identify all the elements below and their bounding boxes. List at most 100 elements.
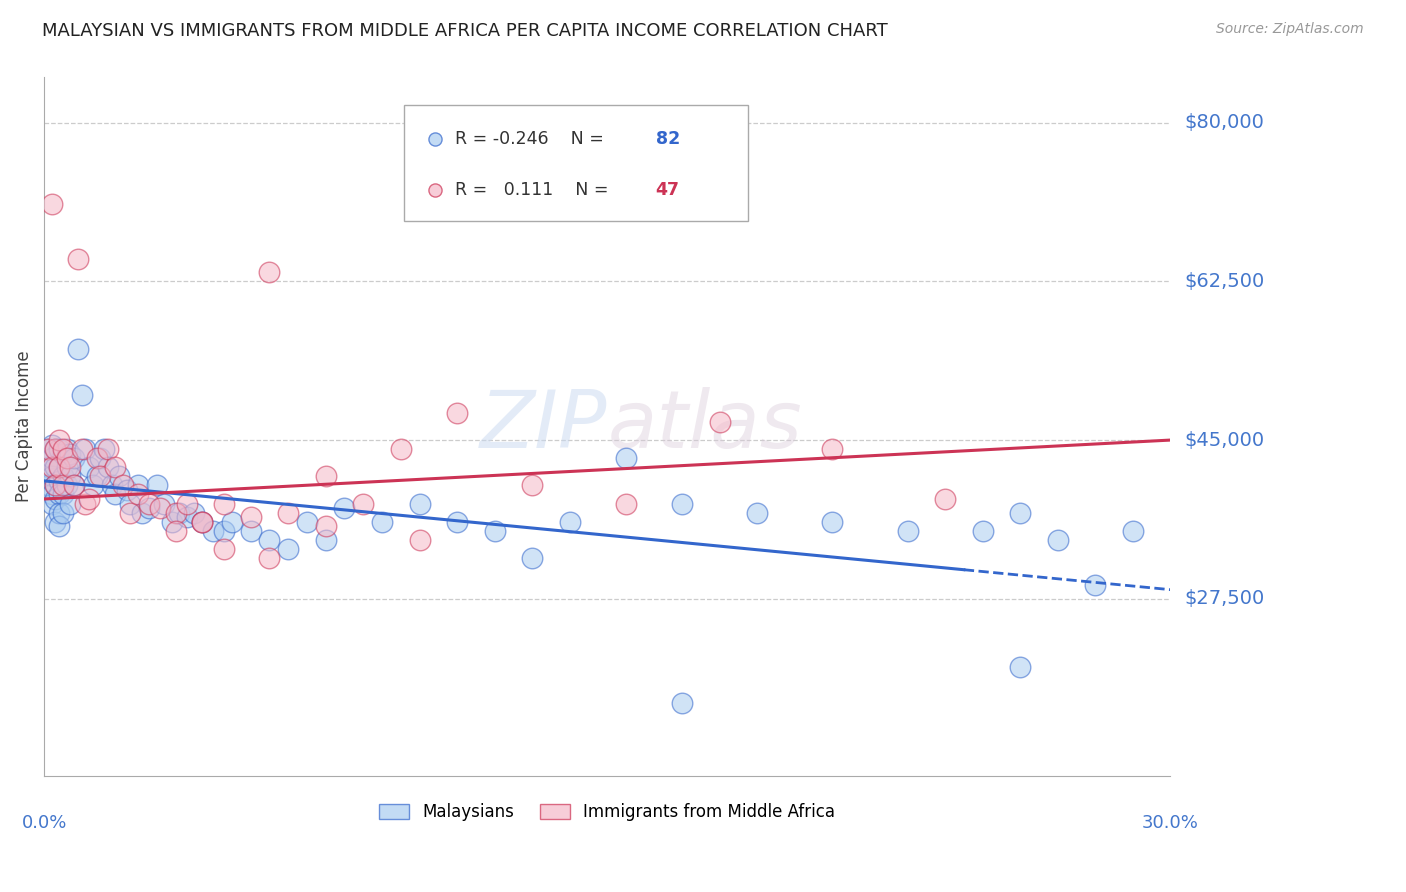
Point — [153, 497, 176, 511]
Point — [167, 506, 190, 520]
Text: R = -0.246    N =: R = -0.246 N = — [456, 130, 610, 148]
Y-axis label: Per Capita Income: Per Capita Income — [15, 351, 32, 502]
Point — [41, 487, 63, 501]
Point — [63, 478, 86, 492]
Point — [48, 519, 70, 533]
Point — [371, 515, 394, 529]
Legend: Malaysians, Immigrants from Middle Africa: Malaysians, Immigrants from Middle Afric… — [373, 797, 842, 828]
Point — [104, 460, 127, 475]
Point — [63, 451, 86, 466]
Point — [138, 497, 160, 511]
Point — [37, 478, 59, 492]
Text: Source: ZipAtlas.com: Source: ZipAtlas.com — [1216, 22, 1364, 37]
Text: 0.0%: 0.0% — [21, 814, 67, 832]
Point — [1010, 659, 1032, 673]
Point — [41, 460, 63, 475]
Point — [520, 550, 543, 565]
Point — [52, 478, 75, 492]
Point — [614, 451, 637, 466]
Text: 47: 47 — [655, 181, 679, 199]
Point — [86, 451, 108, 466]
Text: 30.0%: 30.0% — [1142, 814, 1199, 832]
Point — [75, 497, 97, 511]
Point — [59, 469, 82, 483]
Text: $27,500: $27,500 — [1184, 590, 1264, 608]
Point — [63, 478, 86, 492]
Point — [89, 469, 111, 483]
Point — [446, 406, 468, 420]
Point — [66, 343, 89, 357]
Point — [52, 469, 75, 483]
Point — [277, 541, 299, 556]
Point — [44, 442, 66, 457]
Point — [100, 478, 122, 492]
Point — [315, 533, 337, 547]
Point — [1336, 841, 1358, 855]
Point — [89, 451, 111, 466]
Point — [176, 497, 198, 511]
Point — [972, 524, 994, 538]
Point — [1084, 578, 1107, 592]
Point — [44, 478, 66, 492]
Point — [277, 506, 299, 520]
Text: $80,000: $80,000 — [1184, 113, 1264, 132]
Point — [214, 524, 236, 538]
Point — [191, 515, 214, 529]
Point — [709, 415, 731, 429]
Point — [41, 469, 63, 483]
Point — [48, 442, 70, 457]
Point — [44, 515, 66, 529]
Point — [821, 515, 844, 529]
Point — [671, 497, 693, 511]
Point — [37, 442, 59, 457]
Point — [191, 515, 214, 529]
Point — [176, 510, 198, 524]
Point — [408, 497, 430, 511]
Point — [55, 460, 77, 475]
Text: ZIP: ZIP — [479, 387, 607, 466]
Text: 82: 82 — [655, 130, 681, 148]
Point — [75, 442, 97, 457]
Point — [97, 460, 120, 475]
Point — [1122, 524, 1144, 538]
Point — [48, 487, 70, 501]
Point — [145, 478, 167, 492]
Point — [747, 506, 769, 520]
Point — [44, 460, 66, 475]
Point — [41, 497, 63, 511]
Point — [1046, 533, 1069, 547]
Point — [131, 506, 153, 520]
Point — [66, 252, 89, 266]
Point — [671, 696, 693, 710]
Point — [160, 515, 183, 529]
Text: MALAYSIAN VS IMMIGRANTS FROM MIDDLE AFRICA PER CAPITA INCOME CORRELATION CHART: MALAYSIAN VS IMMIGRANTS FROM MIDDLE AFRI… — [42, 22, 889, 40]
Point — [55, 451, 77, 466]
Point — [239, 524, 262, 538]
Point — [138, 501, 160, 516]
Point — [389, 442, 412, 457]
Point — [52, 447, 75, 461]
Point — [484, 524, 506, 538]
Point — [315, 519, 337, 533]
Point — [259, 533, 281, 547]
Point — [37, 460, 59, 475]
Point — [259, 550, 281, 565]
Point — [70, 388, 93, 402]
Point — [214, 541, 236, 556]
Point — [821, 442, 844, 457]
Point — [191, 515, 214, 529]
Point — [41, 197, 63, 211]
Point — [97, 442, 120, 457]
Point — [214, 497, 236, 511]
Point — [352, 497, 374, 511]
Point — [70, 442, 93, 457]
Point — [108, 469, 131, 483]
Point — [48, 460, 70, 475]
Point — [896, 524, 918, 538]
Point — [120, 506, 142, 520]
Text: $62,500: $62,500 — [1184, 272, 1264, 291]
Point — [115, 483, 138, 497]
Point — [44, 491, 66, 506]
Point — [77, 491, 100, 506]
Point — [59, 460, 82, 475]
